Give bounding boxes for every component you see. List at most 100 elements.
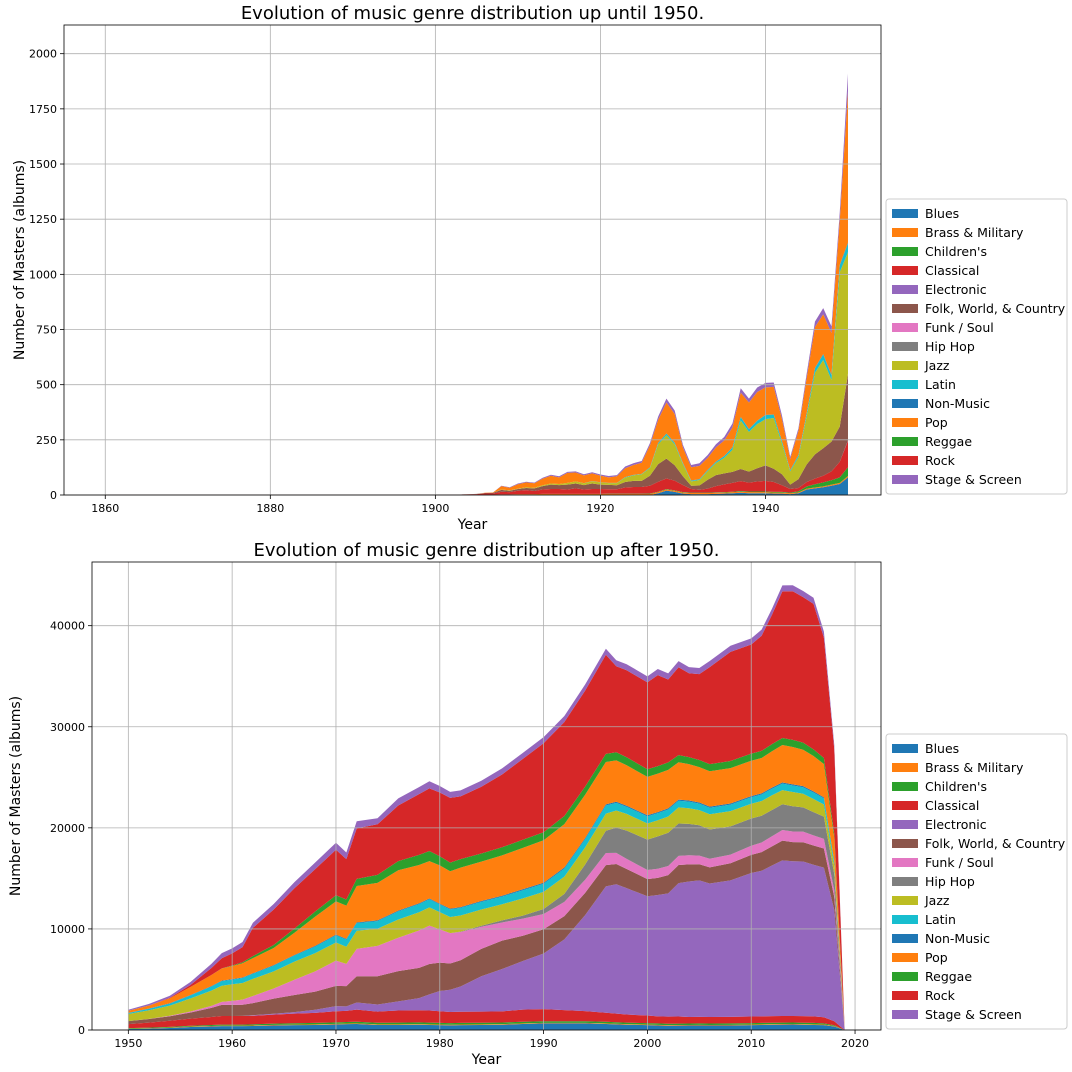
legend-swatch [892, 323, 918, 332]
legend-label: Hip Hop [925, 339, 975, 354]
y-tick-label: 0 [78, 1024, 85, 1037]
y-tick-label: 0 [50, 489, 57, 502]
chart-title: Evolution of music genre distribution up… [241, 3, 704, 24]
stacked-areas [105, 73, 848, 495]
y-tick-label: 750 [36, 324, 57, 337]
area-series [128, 745, 845, 1030]
area-series [128, 860, 845, 1030]
legend-swatch [892, 915, 918, 924]
x-axis-label: Year [457, 517, 488, 533]
legend-swatch [892, 285, 918, 294]
legend-label: Reggae [925, 434, 972, 449]
x-tick-label: 1880 [256, 502, 284, 515]
y-tick-label: 1500 [29, 158, 57, 171]
x-tick-label: 1920 [586, 502, 614, 515]
legend-box [885, 198, 1068, 495]
x-axis-ticks: 1860 1880 1900 1920 1940 [91, 495, 779, 515]
chart-after-1950: 1950 1960 1970 1980 1990 2000 2010 2020 0 10000 2… [8, 540, 1068, 1068]
x-tick-label: 2010 [737, 1037, 765, 1050]
area-series [128, 1023, 845, 1030]
legend-label: Latin [925, 912, 956, 927]
legend-label: Rock [925, 988, 956, 1003]
stacked-areas [128, 585, 845, 1030]
area-series [128, 804, 845, 1030]
area-series [128, 790, 845, 1030]
legend-swatch [892, 972, 918, 981]
legend-swatch [892, 782, 918, 791]
legend-label: Blues [925, 206, 959, 221]
x-tick-label: 2000 [633, 1037, 661, 1050]
x-tick-label: 1940 [751, 502, 779, 515]
legend-label: Funk / Soul [925, 320, 994, 335]
chart-until-1950: 1860 1880 1900 1920 1940 0 250 500 750 1000 1250 1… [12, 3, 1068, 533]
area-series [128, 1022, 845, 1030]
y-tick-label: 1250 [29, 213, 57, 226]
y-axis-label: Number of Masters (albums) [8, 696, 24, 896]
legend-label: Stage & Screen [925, 1007, 1022, 1022]
y-tick-label: 30000 [50, 721, 85, 734]
area-series [128, 591, 845, 1030]
legend-swatch [892, 1010, 918, 1019]
x-axis-ticks: 1950 1960 1970 1980 1990 2000 2010 2020 [114, 1030, 869, 1050]
x-tick-label: 1980 [426, 1037, 454, 1050]
x-tick-label: 1950 [114, 1037, 142, 1050]
legend-swatch [892, 266, 918, 275]
legend-label: Classical [925, 798, 979, 813]
legend-label: Funk / Soul [925, 855, 994, 870]
area-series [128, 840, 845, 1030]
legend-swatch [892, 228, 918, 237]
legend-label: Stage & Screen [925, 472, 1022, 487]
area-series [128, 1021, 845, 1030]
x-tick-label: 2020 [841, 1037, 869, 1050]
legend-label: Jazz [924, 358, 950, 373]
legend-swatch [892, 801, 918, 810]
chart-title: Evolution of music genre distribution up… [253, 540, 719, 561]
y-tick-label: 2000 [29, 48, 57, 61]
legend-swatch [892, 877, 918, 886]
legend-label: Electronic [925, 282, 987, 297]
legend-swatch [892, 361, 918, 370]
legend-label: Non-Music [925, 396, 990, 411]
y-tick-label: 20000 [50, 822, 85, 835]
y-axis-ticks: 0 250 500 750 1000 1250 1500 1750 2000 [29, 48, 64, 502]
legend: Blues Brass & Military Children's Classical… [885, 733, 1068, 1030]
area-series [105, 476, 848, 495]
legend-label: Latin [925, 377, 956, 392]
legend-label: Children's [925, 779, 987, 794]
legend-swatch [892, 896, 918, 905]
legend-label: Pop [925, 415, 948, 430]
legend-swatch [892, 744, 918, 753]
legend-label: Children's [925, 244, 987, 259]
y-tick-label: 1000 [29, 268, 57, 281]
legend-swatch [892, 247, 918, 256]
area-series [105, 467, 848, 495]
legend-swatch [892, 858, 918, 867]
legend-swatch [892, 934, 918, 943]
y-tick-label: 500 [36, 379, 57, 392]
y-tick-label: 1750 [29, 103, 57, 116]
legend-swatch [892, 475, 918, 484]
x-axis-label: Year [471, 1052, 502, 1068]
y-axis-ticks: 0 10000 20000 30000 40000 [50, 620, 92, 1037]
x-tick-label: 1960 [218, 1037, 246, 1050]
x-tick-label: 1990 [530, 1037, 558, 1050]
legend-swatch [892, 839, 918, 848]
y-axis-label: Number of Masters (albums) [12, 160, 28, 360]
area-series [105, 440, 848, 495]
legend: Blues Brass & Military Children's Classical… [885, 198, 1068, 495]
legend-box [885, 733, 1068, 1030]
x-tick-label: 1970 [322, 1037, 350, 1050]
legend-swatch [892, 763, 918, 772]
area-series [128, 1009, 845, 1030]
legend-swatch [892, 209, 918, 218]
legend-label: Non-Music [925, 931, 990, 946]
legend-swatch [892, 437, 918, 446]
legend-label: Reggae [925, 969, 972, 984]
y-tick-label: 250 [36, 434, 57, 447]
x-tick-label: 1860 [91, 502, 119, 515]
area-series [105, 374, 848, 495]
plot-frame [63, 24, 882, 496]
legend-swatch [892, 380, 918, 389]
legend-swatch [892, 820, 918, 829]
